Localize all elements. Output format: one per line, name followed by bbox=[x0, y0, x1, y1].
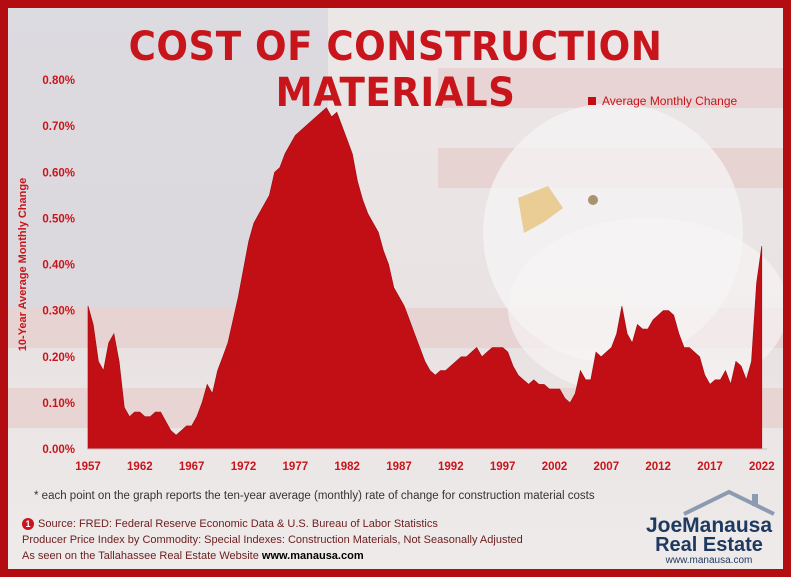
y-tick-label: 0.30% bbox=[42, 306, 75, 318]
chart-footnote: * each point on the graph reports the te… bbox=[34, 490, 595, 502]
x-tick-label: 2007 bbox=[594, 461, 620, 473]
x-tick-label: 1962 bbox=[127, 461, 153, 473]
infographic-panel: COST OF CONSTRUCTION MATERIALS 0.00% 0.10… bbox=[8, 8, 783, 569]
house-roof-icon bbox=[683, 489, 775, 516]
x-tick-label: 1957 bbox=[75, 461, 101, 473]
x-tick-label: 2022 bbox=[749, 461, 775, 473]
source-badge: 1 bbox=[22, 518, 34, 531]
y-tick-label: 0.80% bbox=[42, 75, 75, 87]
y-tick-label: 0.40% bbox=[42, 260, 75, 272]
flag-eagle-background bbox=[8, 8, 783, 428]
legend-label: Average Monthly Change bbox=[602, 94, 738, 108]
y-tick-label: 0.50% bbox=[42, 213, 75, 225]
source-line-3: As seen on the Tallahassee Real Estate W… bbox=[22, 550, 364, 562]
logo-subtitle: Real Estate bbox=[655, 534, 763, 556]
x-tick-label: 2017 bbox=[697, 461, 723, 473]
chart: 0.00% 0.10% 0.20% 0.30% 0.40% 0.50% 0.60% 0.70%… bbox=[17, 75, 775, 473]
x-tick-label: 2012 bbox=[645, 461, 671, 473]
y-tick-label: 0.00% bbox=[42, 444, 75, 456]
x-tick-label: 1987 bbox=[386, 461, 412, 473]
source-line-3-prefix: As seen on the Tallahassee Real Estate W… bbox=[22, 550, 259, 562]
x-tick-label: 1992 bbox=[438, 461, 464, 473]
x-tick-label: 2002 bbox=[542, 461, 568, 473]
y-tick-label: 0.60% bbox=[42, 167, 75, 179]
legend-swatch bbox=[588, 97, 596, 105]
y-axis-label: 10-Year Average Monthly Change bbox=[17, 178, 29, 351]
x-tick-label: 1997 bbox=[490, 461, 516, 473]
x-tick-label: 1982 bbox=[334, 461, 360, 473]
y-tick-label: 0.70% bbox=[42, 121, 75, 133]
logo-name: JoeManausa bbox=[645, 514, 773, 537]
area-series bbox=[87, 107, 763, 450]
website-link[interactable]: www.manausa.com bbox=[261, 550, 364, 562]
source-line-2: Producer Price Index by Commodity: Speci… bbox=[22, 534, 523, 546]
y-tick-label: 0.10% bbox=[42, 398, 75, 410]
logo-url: www.manausa.com bbox=[665, 555, 753, 566]
source-line-1: 1 Source: FRED: Federal Reserve Economic … bbox=[22, 518, 438, 531]
y-tick-label: 0.20% bbox=[42, 352, 75, 364]
page-title: COST OF CONSTRUCTION MATERIALS bbox=[128, 24, 663, 116]
x-tick-label: 1972 bbox=[231, 461, 257, 473]
source-text: Source: FRED: Federal Reserve Economic D… bbox=[38, 518, 438, 530]
logo: JoeManausa Real Estate www.manausa.com bbox=[634, 488, 783, 568]
x-tick-label: 1977 bbox=[283, 461, 309, 473]
x-tick-label: 1967 bbox=[179, 461, 205, 473]
